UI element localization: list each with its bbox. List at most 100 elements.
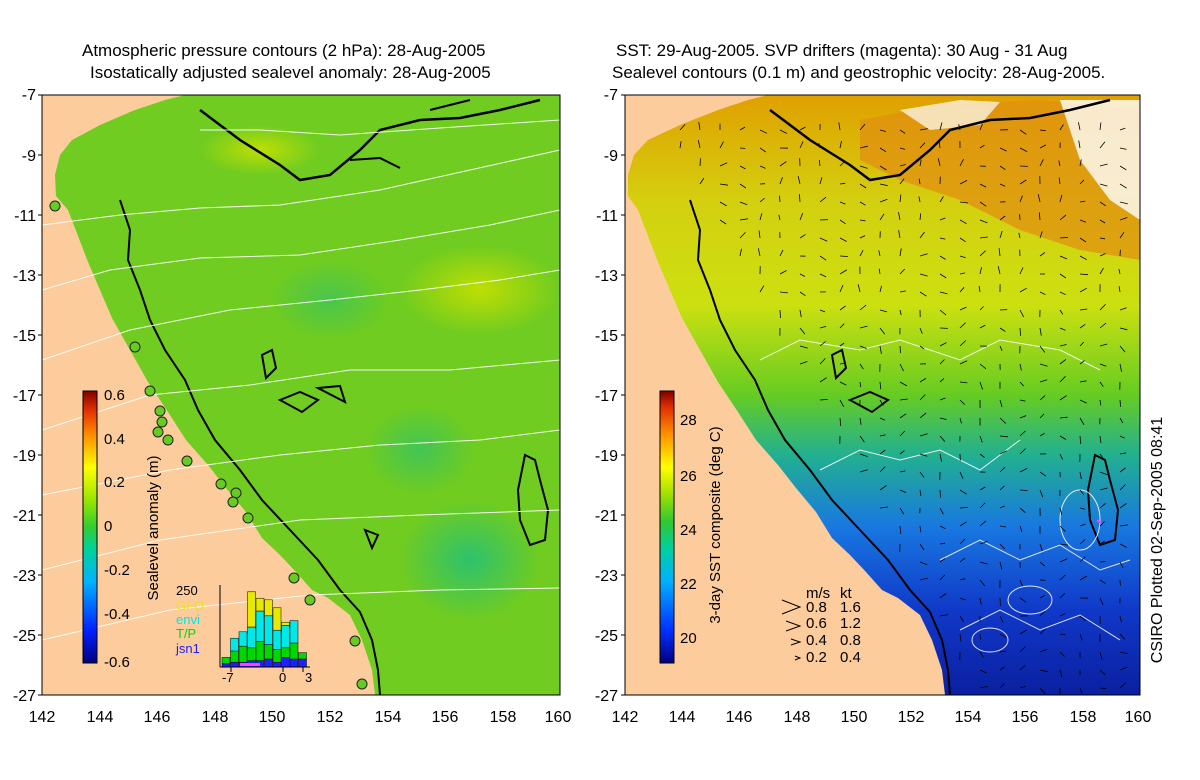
velocity-key-ms-4: 0.2 [806, 649, 827, 666]
velocity-arrow [1039, 669, 1048, 673]
velocity-arrow [839, 269, 848, 275]
velocity-arrow [1119, 307, 1127, 311]
velocity-arrow [1119, 327, 1128, 331]
velocity-arrow [959, 507, 969, 509]
velocity-arrow [1059, 327, 1066, 331]
left-colorbar-tick-4: 0 [104, 518, 112, 535]
lat-label-right-6: -17 [595, 388, 618, 405]
velocity-arrow [978, 285, 981, 293]
velocity-arrow [1019, 525, 1023, 533]
velocity-arrow [899, 525, 902, 534]
velocity-arrow [879, 466, 886, 473]
velocity-arrow [919, 128, 928, 131]
inset-bar-tp [247, 647, 256, 661]
velocity-arrow [959, 360, 968, 365]
velocity-arrow [1099, 651, 1103, 660]
velocity-arrow [1099, 521, 1105, 527]
velocity-arrow [979, 219, 988, 224]
velocity-arrow [979, 183, 987, 188]
velocity-key-arrow-icon [781, 599, 802, 615]
velocity-arrow [1039, 413, 1045, 419]
velocity-arrow [839, 255, 848, 257]
velocity-arrow [899, 164, 906, 167]
velocity-arrow [979, 236, 988, 239]
velocity-arrow [1079, 237, 1087, 243]
velocity-arrow [919, 394, 926, 401]
velocity-arrow [999, 327, 1006, 332]
velocity-arrow [1079, 287, 1087, 293]
velocity-arrow [1059, 395, 1067, 401]
velocity-arrow [999, 485, 1005, 491]
inset-bar-tp [230, 650, 239, 663]
velocity-arrow [959, 219, 967, 225]
velocity-key-ms-1: 0.8 [806, 599, 827, 616]
velocity-arrow [939, 217, 946, 221]
lat-label-right-5: -15 [595, 328, 618, 345]
velocity-arrow [1099, 687, 1107, 690]
velocity-arrow [839, 362, 847, 365]
velocity-arrow [759, 213, 763, 221]
right-colorbar-tick-1: 28 [680, 412, 697, 429]
velocity-arrow [859, 123, 866, 131]
velocity-arrow [899, 470, 906, 473]
inset-xtick-3: 3 [305, 670, 312, 685]
velocity-key-kt-2: 1.2 [840, 615, 861, 632]
inset-bar-gfo [255, 597, 265, 612]
velocity-arrow [1039, 543, 1043, 552]
velocity-arrow [1039, 489, 1044, 498]
velocity-arrow [997, 266, 1001, 275]
velocity-arrow [939, 614, 948, 617]
velocity-arrow [758, 230, 761, 239]
velocity-arrow [1119, 666, 1128, 671]
velocity-arrow [958, 124, 961, 131]
velocity-arrow [899, 268, 905, 275]
velocity-arrow [879, 165, 887, 171]
velocity-arrow [779, 161, 787, 167]
velocity-key-kt-3: 0.8 [840, 632, 861, 649]
velocity-arrow [919, 378, 927, 383]
left-colorbar-tick-7: -0.6 [104, 654, 130, 671]
plotted-timestamp: CSIRO Plotted 02-Sep-2005 08:41 [1149, 417, 1166, 663]
velocity-arrow [1039, 159, 1044, 167]
lat-label-left-4: -13 [13, 268, 36, 285]
velocity-key-kt-4: 0.4 [840, 649, 861, 666]
inset-legend-jsn1: jsn1 [175, 641, 200, 656]
velocity-arrow [1079, 435, 1082, 445]
velocity-arrow [919, 453, 928, 457]
velocity-arrow [939, 122, 943, 131]
velocity-arrow [1039, 648, 1048, 653]
inset-bar-envi [281, 625, 290, 649]
velocity-arrow [819, 377, 827, 383]
inset-bar-gfo [247, 591, 256, 628]
velocity-arrow [1019, 665, 1026, 671]
altimeter-inset: 250 GFO envi T/P jsn1 -7 0 3 [175, 583, 312, 685]
lon-label-right-2: 144 [669, 709, 696, 726]
velocity-arrow [979, 561, 988, 565]
velocity-arrow [937, 158, 941, 167]
velocity-arrow [1019, 415, 1027, 419]
velocity-arrow [899, 290, 906, 293]
velocity-arrow [818, 159, 821, 167]
velocity-arrow [879, 434, 886, 437]
lat-label-right-4: -13 [595, 268, 618, 285]
velocity-arrow [919, 291, 927, 297]
lon-label-right-10: 160 [1125, 709, 1152, 726]
velocity-arrow [1059, 255, 1068, 260]
lon-label-left-5: 150 [259, 709, 286, 726]
velocity-arrow [879, 285, 882, 293]
velocity-arrow [859, 304, 867, 311]
velocity-arrow [739, 248, 742, 257]
right-colorbar-label: 3-day SST composite (deg C) [707, 426, 724, 623]
lat-label-right-11: -27 [595, 688, 618, 705]
velocity-arrow [1079, 323, 1086, 329]
velocity-arrow [999, 215, 1006, 221]
inset-ymax-label: 250 [176, 583, 198, 598]
velocity-arrow [999, 525, 1007, 528]
velocity-arrow [979, 651, 984, 658]
velocity-arrow [999, 666, 1005, 671]
velocity-arrow [999, 650, 1006, 653]
velocity-arrow [919, 213, 922, 221]
left-map [42, 95, 560, 695]
velocity-arrow [1019, 147, 1028, 152]
velocity-arrow [959, 287, 965, 293]
